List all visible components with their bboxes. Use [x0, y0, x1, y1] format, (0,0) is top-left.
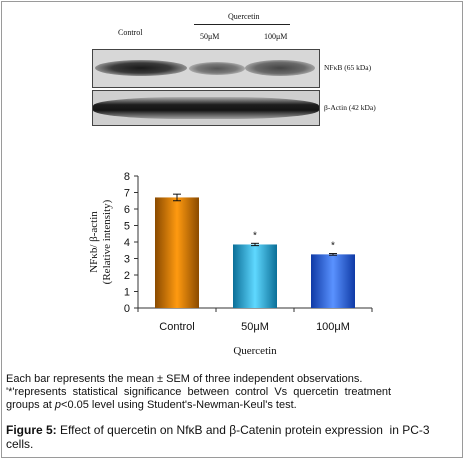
- y-tick-label: 4: [124, 237, 130, 249]
- caption-line-3: groups at p<0.05 level using Student's-N…: [6, 399, 461, 412]
- y-axis-label-line-2: (Relative intensity): [101, 199, 113, 284]
- figure-caption: Figure 5: Effect of quercetin on NfκB an…: [6, 423, 461, 437]
- actin-blot: [92, 90, 320, 126]
- treatment-group-label: Quercetin: [228, 12, 260, 21]
- caption-p-symbol: p: [54, 399, 62, 411]
- figure-caption-line-2: cells.: [6, 437, 34, 451]
- y-tick-label: 1: [124, 287, 130, 299]
- nfkb-band-control: [95, 60, 187, 76]
- caption-line-3-post: <0.05 level using Student's-Newman-Keul'…: [61, 399, 297, 411]
- y-tick-label: 5: [124, 221, 130, 233]
- y-tick-label: 8: [124, 171, 130, 183]
- lane-label-control: Control: [118, 28, 143, 37]
- nfkb-band-100: [245, 60, 315, 76]
- y-tick-label: 3: [124, 254, 130, 266]
- y-tick-label: 2: [124, 270, 130, 282]
- nfkb-band-50: [189, 62, 245, 75]
- y-tick-label: 6: [124, 204, 130, 216]
- x-tick-label: 50μM: [241, 321, 269, 333]
- caption-line-3-pre: groups at: [6, 399, 55, 411]
- bar: [155, 197, 199, 308]
- x-tick-label: 100μM: [316, 321, 350, 333]
- figure-label: Figure 5:: [6, 423, 57, 437]
- actin-band-label: β-Actin (42 kDa): [324, 103, 376, 112]
- caption-line-1: Each bar represents the mean ± SEM of th…: [6, 373, 363, 385]
- y-axis-label-line-1: NFκb/ β-actin: [88, 211, 100, 273]
- x-tick-label: Control: [159, 321, 194, 333]
- nfkb-blot: [92, 49, 320, 88]
- bar: [233, 244, 277, 308]
- nfkb-band-label: NFκB (65 kDa): [324, 63, 372, 72]
- significance-marker: *: [331, 241, 335, 252]
- x-axis-label: Quercetin: [233, 345, 277, 357]
- lane-label-100: 100μM: [264, 32, 288, 41]
- lane-label-50: 50μM: [200, 32, 220, 41]
- bar-chart: 0 1 2 3 4 5 6 7 8 Control 50μM * 100μM * Quercetin NFκb…: [88, 171, 373, 357]
- y-tick-label: 7: [124, 188, 130, 200]
- actin-band: [93, 97, 319, 119]
- significance-marker: *: [253, 230, 257, 241]
- figure-text: Effect of quercetin on NfκB and β-Cateni…: [56, 423, 430, 437]
- bar: [311, 254, 355, 308]
- y-tick-label: 0: [124, 303, 130, 315]
- caption-line-2: '*'represents statistical significance b…: [6, 386, 392, 398]
- treatment-group-line: [194, 24, 290, 25]
